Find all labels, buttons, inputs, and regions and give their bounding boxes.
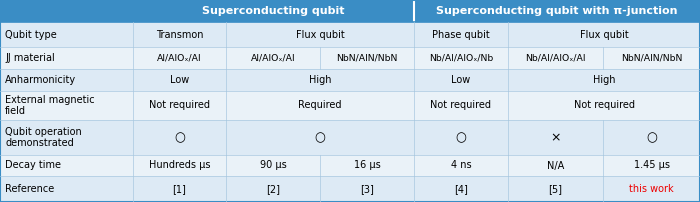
Text: Transmon: Transmon (155, 29, 203, 40)
Text: Flux qubit: Flux qubit (295, 29, 344, 40)
Text: Qubit type: Qubit type (5, 29, 57, 40)
Text: [2]: [2] (266, 184, 280, 194)
Bar (0, 22, 700, 47)
Text: Al/AlOₓ/Al: Al/AlOₓ/Al (158, 54, 202, 62)
Text: N/A: N/A (547, 161, 564, 170)
Text: Phase qubit: Phase qubit (432, 29, 490, 40)
Text: Not required: Not required (149, 101, 210, 110)
Text: 90 μs: 90 μs (260, 161, 286, 170)
Text: [5]: [5] (549, 184, 563, 194)
Text: Qubit operation
demonstrated: Qubit operation demonstrated (5, 127, 82, 148)
Text: ○: ○ (456, 131, 466, 144)
Text: NbN/AlN/NbN: NbN/AlN/NbN (336, 54, 398, 62)
Text: [1]: [1] (173, 184, 186, 194)
Text: Anharmonicity: Anharmonicity (5, 75, 76, 85)
Text: this work: this work (629, 184, 674, 194)
Text: Nb/Al/AlOₓ/Al: Nb/Al/AlOₓ/Al (525, 54, 586, 62)
Text: External magnetic
field: External magnetic field (5, 95, 95, 116)
Text: ×: × (550, 131, 561, 144)
Bar (0, 69, 700, 91)
Text: 4 ns: 4 ns (451, 161, 471, 170)
Text: Reference: Reference (5, 184, 55, 194)
Bar (0, 0, 700, 22)
Text: High: High (593, 75, 615, 85)
Text: ○: ○ (174, 131, 185, 144)
Text: Superconducting qubit: Superconducting qubit (202, 6, 344, 16)
Text: [4]: [4] (454, 184, 468, 194)
Text: ○: ○ (314, 131, 326, 144)
Text: ○: ○ (646, 131, 657, 144)
Text: Required: Required (298, 101, 342, 110)
Text: Not required: Not required (430, 101, 491, 110)
Text: 16 μs: 16 μs (354, 161, 380, 170)
Text: Al/AlOₓ/Al: Al/AlOₓ/Al (251, 54, 295, 62)
Text: Nb/Al/AlOₓ/Nb: Nb/Al/AlOₓ/Nb (429, 54, 493, 62)
Text: Hundreds μs: Hundreds μs (148, 161, 210, 170)
Text: NbN/AlN/NbN: NbN/AlN/NbN (621, 54, 682, 62)
Text: Decay time: Decay time (5, 161, 61, 170)
Text: [3]: [3] (360, 184, 374, 194)
Bar (0, 176, 700, 202)
Text: 1.45 μs: 1.45 μs (634, 161, 669, 170)
Bar (0, 120, 700, 155)
Text: JJ material: JJ material (5, 53, 55, 63)
Bar (0, 91, 700, 120)
Text: High: High (309, 75, 331, 85)
Bar (0, 47, 700, 69)
Text: Low: Low (452, 75, 470, 85)
Text: Low: Low (170, 75, 189, 85)
Text: Superconducting qubit with π-junction: Superconducting qubit with π-junction (436, 6, 678, 16)
Bar (0, 155, 700, 176)
Text: Flux qubit: Flux qubit (580, 29, 629, 40)
Text: Not required: Not required (573, 101, 634, 110)
